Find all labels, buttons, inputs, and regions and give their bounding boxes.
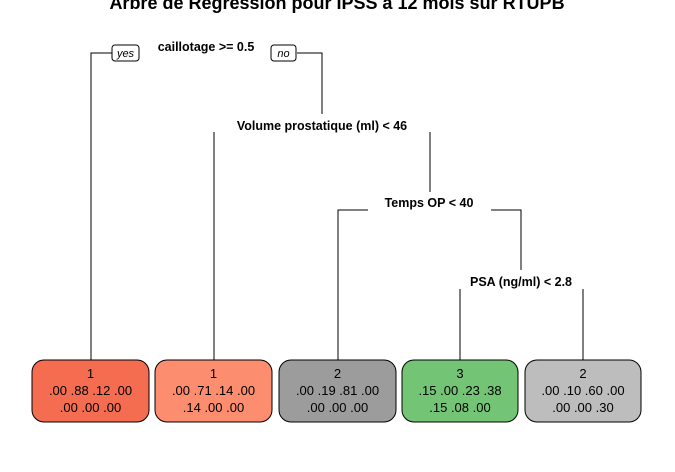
leaf-node: 3 .15 .00 .23 .38 .15 .08 .00 [401,359,519,423]
edge-node3-node4 [491,209,522,270]
yes-label: yes [116,48,135,60]
leaf-node: 2 .00 .19 .81 .00 .00 .00 .00 [278,359,397,423]
leaf-probs-line2: .00 .00 .30 [552,400,613,415]
leaf-node: 1 .00 .88 .12 .00 .00 .00 .00 [31,359,150,423]
split-label-temps-op: Temps OP < 40 [385,196,474,210]
leaf-probs-line2: .00 .00 .00 [60,400,121,415]
leaf-probs-line1: .00 .19 .81 .00 [296,383,379,398]
leaf-probs-line1: .00 .10 .60 .00 [541,383,624,398]
leaf-class: 2 [579,366,586,381]
leaf-node: 1 .00 .71 .14 .00 .14 .00 .00 [154,359,273,423]
leaf-probs-line2: .14 .00 .00 [183,400,244,415]
leaf-node: 2 .00 .10 .60 .00 .00 .00 .30 [524,359,642,423]
no-label: no [277,48,289,60]
edge-root-node2 [297,52,323,114]
leaf-probs-line1: .15 .00 .23 .38 [418,383,501,398]
split-label-volume: Volume prostatique (ml) < 46 [237,119,407,133]
leaf-class: 3 [456,366,463,381]
leaf-class: 1 [210,366,217,381]
yes-branch-box: yes [111,44,140,62]
no-branch-box: no [270,44,297,62]
edge-node3-leaf3 [337,209,368,362]
leaf-probs-line1: .00 .71 .14 .00 [172,383,255,398]
diagram-title: Arbre de Régression pour IPSS à 12 mois … [109,0,564,13]
split-label-psa: PSA (ng/ml) < 2.8 [470,275,572,289]
leaf-probs-line1: .00 .88 .12 .00 [49,383,132,398]
leaf-probs-line2: .00 .00 .00 [307,400,368,415]
tree-edges [90,52,584,362]
leaf-class: 2 [334,366,341,381]
edge-root-leaf1 [90,52,112,362]
leaf-probs-line2: .15 .08 .00 [429,400,490,415]
leaf-class: 1 [87,366,94,381]
split-label-root: caillotage >= 0.5 [158,40,255,54]
